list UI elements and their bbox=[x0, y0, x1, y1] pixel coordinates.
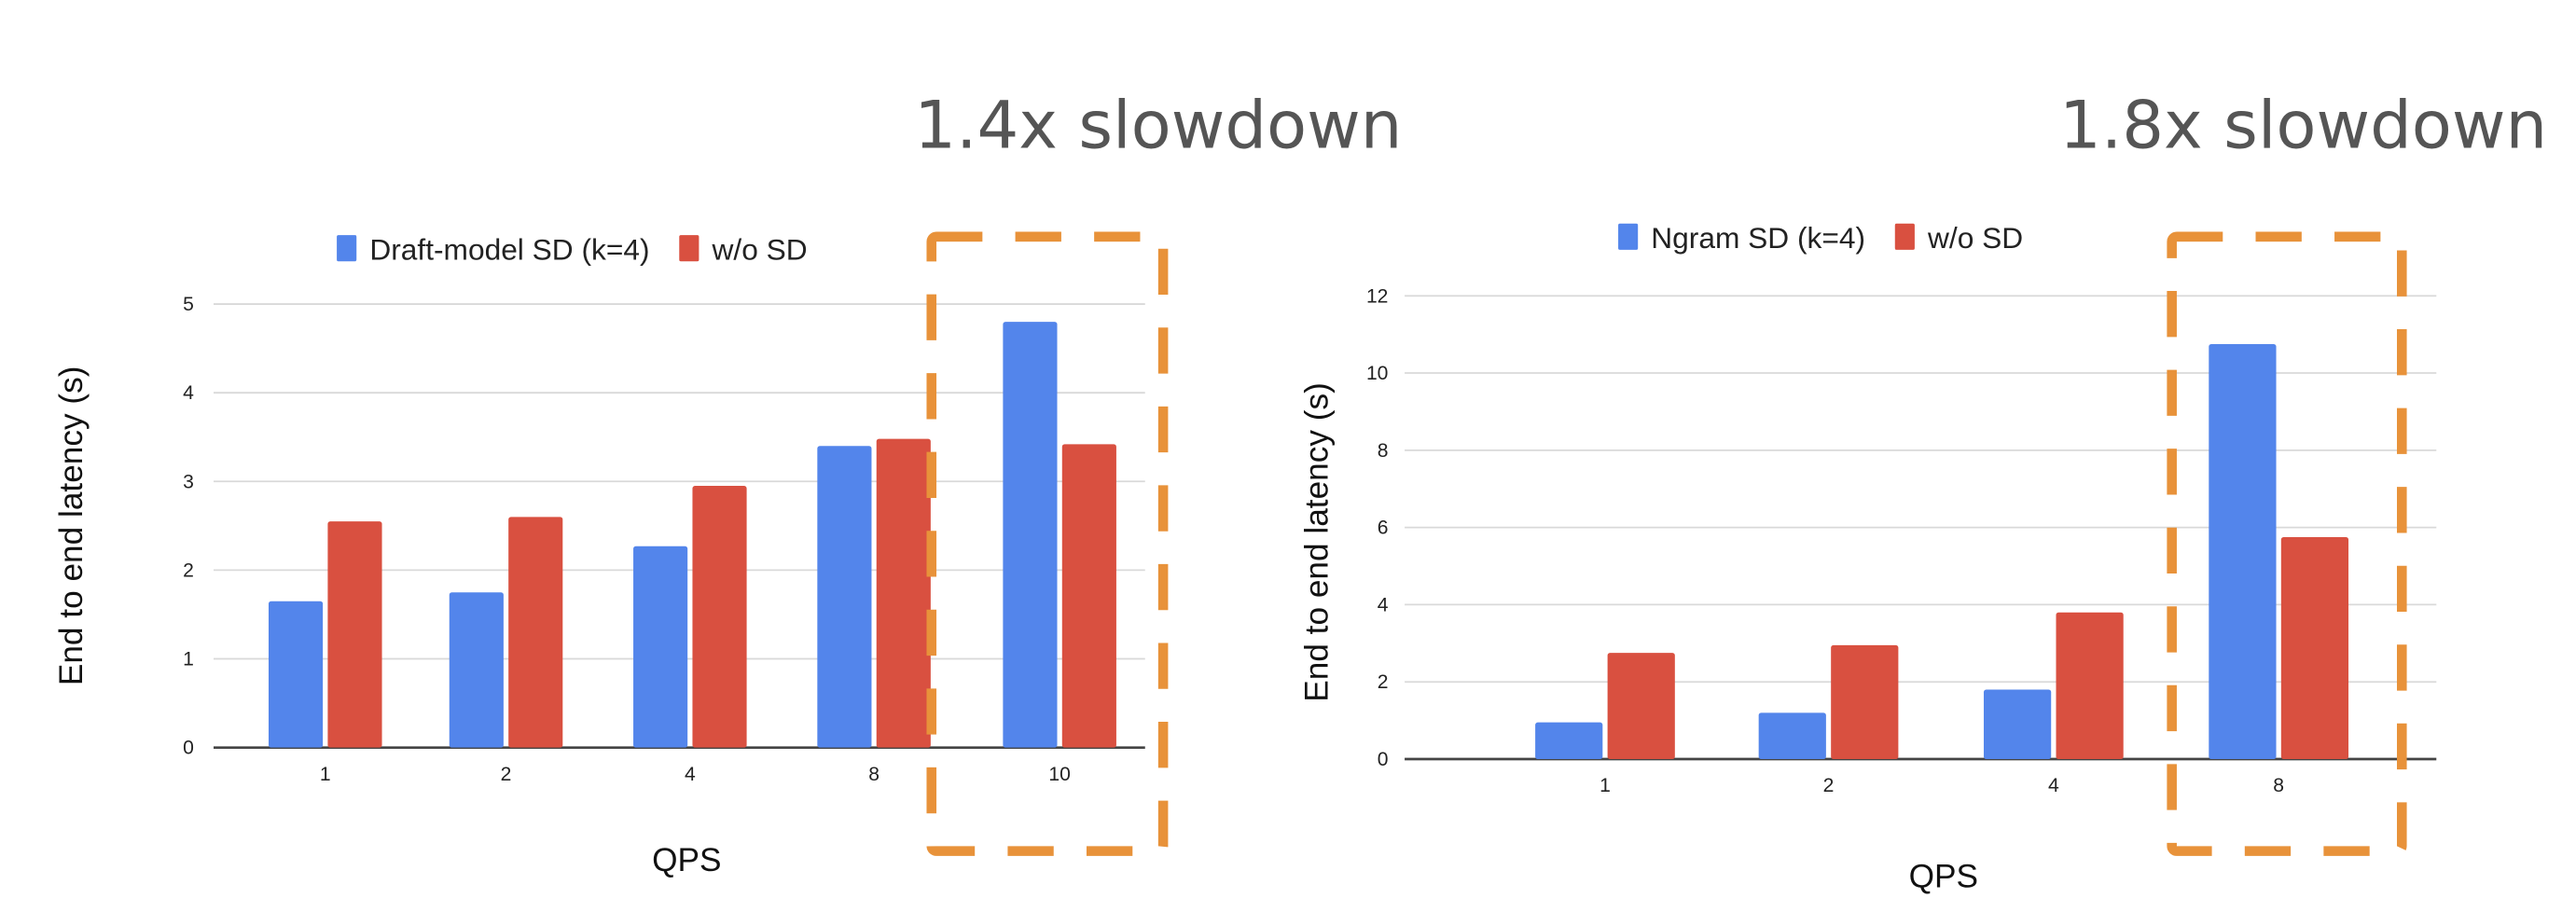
x-tick-label: 4 bbox=[685, 764, 696, 785]
bar-sd bbox=[269, 601, 324, 748]
legend-swatch bbox=[679, 235, 699, 262]
x-axis-title: QPS bbox=[652, 842, 721, 878]
chart-draft-model: 0 1 2 3 4 5 1 2 4 8 10 Draft-model SD (k=4) w/o SD En… bbox=[53, 231, 1169, 878]
y-tick-label: 6 bbox=[1378, 518, 1389, 539]
legend-swatch bbox=[1894, 223, 1915, 250]
bar-sd bbox=[1535, 722, 1603, 759]
y-tick-label: 4 bbox=[1378, 594, 1389, 615]
bar-wo-sd bbox=[2280, 536, 2349, 759]
y-tick-label: 0 bbox=[1378, 749, 1389, 770]
y-tick-label: 1 bbox=[183, 649, 194, 670]
x-tick-label: 1 bbox=[320, 764, 331, 785]
y-tick-label: 8 bbox=[1378, 440, 1389, 462]
legend-label: w/o SD bbox=[712, 233, 808, 267]
x-tick-label: 1 bbox=[1600, 775, 1611, 796]
y-axis-title: End to end latency (s) bbox=[53, 366, 90, 686]
x-tick-label: 8 bbox=[868, 764, 879, 785]
highlight-box bbox=[926, 231, 1169, 856]
x-axis-title: QPS bbox=[1909, 858, 1978, 894]
x-tick-label: 4 bbox=[2048, 775, 2059, 796]
y-tick-label: 12 bbox=[1366, 285, 1389, 307]
bar-sd bbox=[2209, 343, 2277, 759]
x-tick-label: 10 bbox=[1048, 764, 1071, 785]
bar-wo-sd bbox=[692, 486, 747, 748]
bar-wo-sd bbox=[1061, 444, 1116, 748]
bar-wo-sd bbox=[327, 521, 382, 748]
highlight-box bbox=[2167, 231, 2407, 856]
bar-wo-sd bbox=[1607, 653, 1675, 759]
legend-swatch bbox=[337, 235, 357, 262]
bar-sd bbox=[1003, 322, 1058, 748]
y-tick-label: 0 bbox=[183, 738, 194, 759]
x-tick-label: 8 bbox=[2273, 775, 2284, 796]
y-tick-label: 10 bbox=[1366, 363, 1389, 384]
bar-sd bbox=[1983, 689, 2052, 759]
legend-label: Ngram SD (k=4) bbox=[1651, 221, 1865, 255]
bar-wo-sd bbox=[1831, 644, 1899, 759]
bar-sd bbox=[1758, 712, 1826, 759]
bar-wo-sd bbox=[2056, 612, 2124, 759]
legend-label: w/o SD bbox=[1927, 221, 2023, 255]
y-tick-label: 3 bbox=[183, 471, 194, 492]
x-tick-label: 2 bbox=[1823, 775, 1835, 796]
bar-sd bbox=[817, 446, 872, 748]
y-axis-title: End to end latency (s) bbox=[1298, 382, 1335, 702]
bar-wo-sd bbox=[508, 517, 563, 748]
headline-right: 1.8x slowdown bbox=[2059, 88, 2547, 164]
x-tick-label: 2 bbox=[501, 764, 512, 785]
bar-sd bbox=[449, 592, 504, 748]
bar-wo-sd bbox=[876, 438, 931, 748]
y-tick-label: 2 bbox=[1378, 671, 1389, 693]
legend-swatch bbox=[1618, 223, 1639, 250]
bar-sd bbox=[633, 546, 688, 748]
legend-label: Draft-model SD (k=4) bbox=[369, 233, 649, 267]
y-tick-label: 4 bbox=[183, 382, 194, 404]
y-tick-label: 2 bbox=[183, 560, 194, 581]
headline-left: 1.4x slowdown bbox=[914, 88, 1402, 164]
y-tick-label: 5 bbox=[183, 294, 194, 315]
